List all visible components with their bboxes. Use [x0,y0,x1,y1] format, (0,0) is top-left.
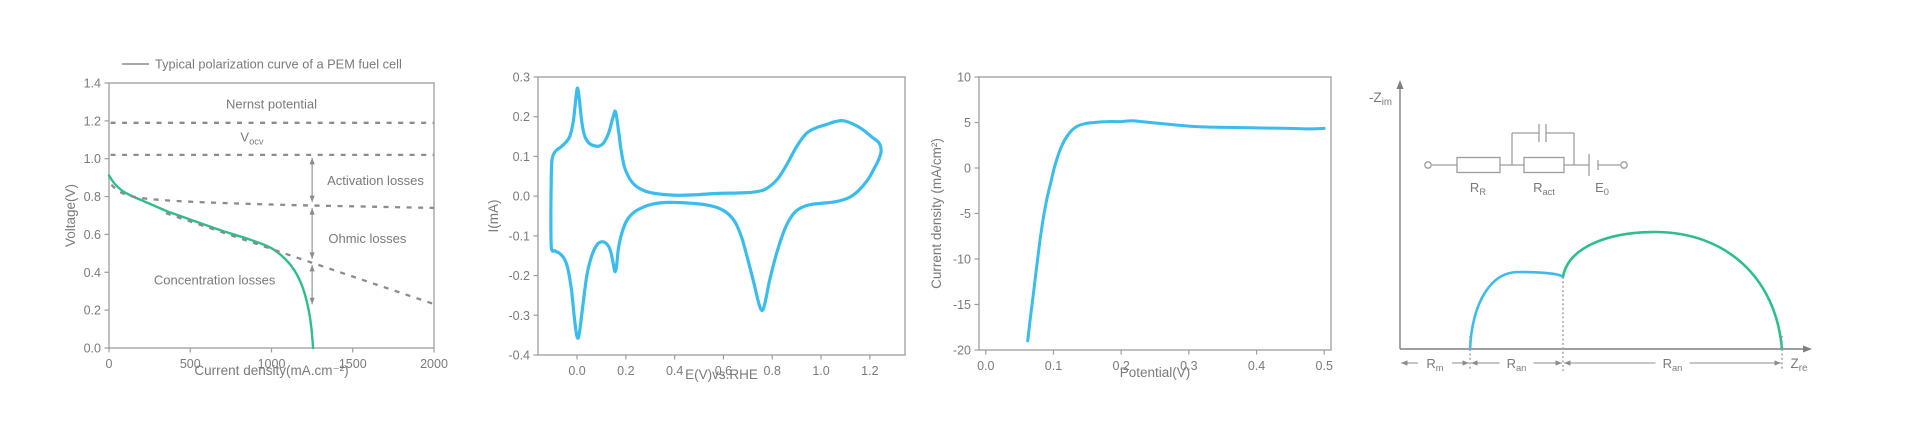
x-axis-label: E(V)vs.RHE [685,367,758,382]
x-tick-label: 2000 [420,357,448,371]
y-tick-label: -0.4 [508,349,530,363]
second-semicircle [1561,230,1784,351]
activation-losses-label: Activation losses [327,173,424,188]
plot-frame [537,76,906,356]
cv-loop [549,86,883,340]
x-tick-label: 0 [106,357,113,371]
polarization-curve [107,174,315,350]
x-tick-label: 0.1 [1045,359,1062,373]
y-tick-label: 5 [964,116,971,130]
x-tick-label: 0.2 [1112,359,1129,373]
y-axis-label: I(mA) [486,200,501,233]
x-tick-label: 1.0 [812,364,829,378]
y-tick-label: 0 [964,162,971,176]
y-tick-label: 1.2 [84,114,101,128]
first-semicircle [1468,270,1565,351]
y-tick-label: -20 [953,344,971,358]
y-tick-label: 0.6 [84,228,101,242]
ran2-span-label: Ran [1663,356,1683,373]
x-tick-label: 0.3 [1180,359,1197,373]
y-tick-label: 0.3 [513,71,530,85]
ohmic-losses-label: Ohmic losses [328,231,407,246]
concentration-losses-label: Concentration losses [154,273,276,288]
activation-loss-boundary [110,183,435,210]
vocv-label: Vocv [240,130,264,147]
x-tick-label: 500 [180,357,201,371]
legend-label: Typical polarization curve of a PEM fuel… [155,57,402,72]
y-axis-label: Voltage(V) [63,184,78,247]
ran1-span-label: Ran [1507,356,1527,373]
y-tick-label: 1.4 [84,77,101,91]
y-axis-label: Current density (mA/cm²) [929,138,944,289]
ohmic-loss-boundary [165,212,435,306]
x-tick-label: 0.0 [977,359,994,373]
y-tick-label: 10 [957,71,971,85]
y-tick-label: 0.0 [84,342,101,356]
resistor-rr [1456,156,1501,174]
y-tick-label: -15 [953,298,971,312]
x-axis-label: Potential(V) [1120,365,1191,380]
y-tick-label: -0.1 [508,229,530,243]
polarization-chart: 0 500 1000 1500 2000 0.0 0.2 0.4 0.6 0.8 1.0 1.2 1.4… [63,57,448,379]
nyquist-impedance-chart: -Zim Zre Rm Ran Ran RR Ract E0 [1369,80,1812,374]
y-tick-label: -10 [953,253,971,267]
x-tick-label: 0.0 [568,364,585,378]
x-tick-label: 0.4 [1248,359,1265,373]
x-tick-label: 1000 [258,357,286,371]
x-tick-label: 0.6 [715,364,732,378]
x-axis-label: Current density(mA.cm⁻²) [194,363,348,378]
x-axis-label: Zre [1791,356,1808,374]
x-tick-label: 1.2 [861,364,878,378]
x-tick-label: 0.4 [666,364,683,378]
y-tick-label: 0.0 [513,190,530,204]
y-axis-label: -Zim [1369,90,1392,108]
resistor-ract [1523,156,1565,174]
y-tick-label: -0.3 [508,309,530,323]
rm-span-label: Rm [1426,356,1443,373]
circuit-terminal [1424,161,1432,169]
cyclic-voltammetry-chart: 0.0 0.2 0.4 0.6 0.8 1.0 1.2 -0.4 -0.3 -0.2 -0.1 0.0… [486,71,906,382]
ract-label: Ract [1533,180,1555,197]
y-tick-label: 0.8 [84,190,101,204]
x-tick-label: 0.5 [1316,359,1333,373]
lsv-curve [1026,119,1326,343]
e0-label: E0 [1595,180,1609,197]
y-tick-label: 0.1 [513,150,530,164]
y-tick-label: -5 [960,207,971,221]
x-tick-label: 1500 [339,357,367,371]
x-tick-label: 0.2 [617,364,634,378]
nernst-potential-label: Nernst potential [226,97,317,112]
lsv-chart: 0.0 0.1 0.2 0.3 0.4 0.5 -20 -15 -10 -5 0 5 10 Potenti… [929,71,1333,381]
y-tick-label: 0.2 [84,304,101,318]
y-tick-label: 0.2 [513,110,530,124]
rr-label: RR [1470,180,1486,197]
y-tick-label: -0.2 [508,269,530,283]
y-tick-label: 0.4 [84,266,101,280]
y-tick-label: 1.0 [84,152,101,166]
x-tick-label: 0.8 [764,364,781,378]
circuit-terminal [1620,161,1628,169]
